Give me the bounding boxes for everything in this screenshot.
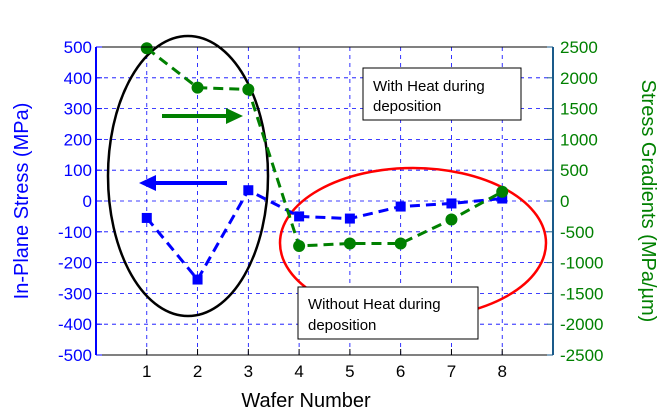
left-tick-label: -500: [58, 346, 92, 365]
stress-gradient-point: [242, 83, 255, 96]
annotation-line: Without Heat during: [308, 296, 441, 313]
stress-gradient-point: [445, 213, 458, 226]
right-tick-label: -1500: [560, 284, 603, 303]
arrow-right-green: [162, 108, 243, 124]
left-tick-label: 500: [64, 38, 92, 57]
x-axis-title: Wafer Number: [241, 390, 371, 412]
right-tick-label: 0: [560, 192, 569, 211]
stress-gradient-point: [394, 237, 407, 250]
annotation-box: [362, 67, 522, 121]
in-plane-stress-point: [294, 211, 305, 222]
left-tick-label: 400: [64, 69, 92, 88]
annotation-line: With Heat during: [373, 78, 485, 95]
annotation-box: [297, 286, 479, 340]
left-tick-label: 100: [64, 161, 92, 180]
arrow-left-blue: [139, 175, 227, 191]
annotation-line: deposition: [308, 317, 376, 334]
right-tick-label: 1500: [560, 100, 598, 119]
x-tick-label: 8: [497, 362, 506, 381]
in-plane-stress-point: [497, 193, 508, 204]
x-tick-label: 5: [345, 362, 354, 381]
stress-gradient-point: [343, 237, 356, 250]
left-tick-label: -100: [58, 223, 92, 242]
x-tick-label: 1: [142, 362, 151, 381]
stress-gradient-point: [496, 185, 509, 198]
left-tick-label: -300: [58, 284, 92, 303]
x-tick-label: 4: [294, 362, 303, 381]
right-tick-label: 2000: [560, 69, 598, 88]
left-tick-label: 300: [64, 100, 92, 119]
annotation-line: deposition: [373, 98, 441, 115]
left-tick-label: -400: [58, 315, 92, 334]
left-tick-label: 0: [83, 192, 92, 211]
x-tick-label: 2: [193, 362, 202, 381]
right-tick-label: -2000: [560, 315, 603, 334]
right-axis-title: Stress Gradients (MPa/µm): [637, 80, 659, 323]
right-tick-label: 1000: [560, 130, 598, 149]
in-plane-stress-point: [141, 212, 152, 223]
in-plane-stress-point: [395, 201, 406, 212]
plot-frame: [95, 46, 554, 356]
right-tick-label: 500: [560, 161, 588, 180]
right-tick-label: -2500: [560, 346, 603, 365]
x-tick-label: 6: [396, 362, 405, 381]
left-axis-title: In-Plane Stress (MPa): [11, 103, 33, 300]
annotation-with-heat: With Heat during deposition: [362, 67, 522, 121]
left-tick-label: -200: [58, 254, 92, 273]
x-tick-label: 7: [447, 362, 456, 381]
in-plane-stress-point: [446, 198, 457, 209]
stress-gradient-point: [140, 42, 153, 55]
right-tick-label: -1000: [560, 254, 603, 273]
with-heat-ellipse: [106, 34, 270, 318]
stress-gradient-series-line: [145, 47, 503, 248]
series-layer: [140, 42, 509, 285]
right-tick-label: -500: [560, 223, 594, 242]
x-tick-label: 3: [244, 362, 253, 381]
in-plane-stress-point: [344, 213, 355, 224]
annotation-without-heat: Without Heat during deposition: [297, 286, 479, 340]
in-plane-stress-point: [192, 274, 203, 285]
right-tick-label: 2500: [560, 38, 598, 57]
left-tick-label: 200: [64, 130, 92, 149]
stress-gradient-point: [191, 81, 204, 94]
tick-labels: 1 2 3 4 5 6 7 85004003002001000-100-200-300-400…: [58, 38, 604, 381]
in-plane-stress-series-line: [145, 188, 503, 283]
stress-gradient-point: [293, 239, 306, 252]
in-plane-stress-point: [243, 185, 254, 196]
